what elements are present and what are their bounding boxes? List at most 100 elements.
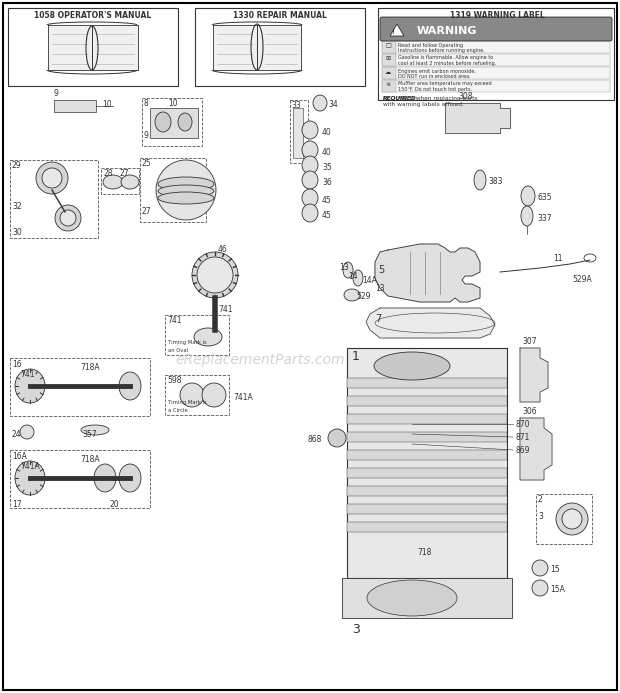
Text: 529: 529 bbox=[356, 292, 371, 301]
Text: 2: 2 bbox=[538, 495, 542, 504]
Text: 3: 3 bbox=[538, 512, 543, 521]
Ellipse shape bbox=[302, 156, 318, 174]
Text: 20: 20 bbox=[110, 500, 120, 509]
Text: 5: 5 bbox=[378, 265, 384, 275]
Bar bbox=[347, 432, 507, 442]
Ellipse shape bbox=[313, 95, 327, 111]
Text: 11: 11 bbox=[553, 254, 562, 263]
Bar bbox=[142, 98, 202, 146]
Text: 15A: 15A bbox=[550, 585, 565, 594]
Ellipse shape bbox=[60, 210, 76, 226]
Text: !: ! bbox=[392, 29, 394, 35]
Text: eReplacementParts.com: eReplacementParts.com bbox=[175, 353, 345, 367]
Text: 741A: 741A bbox=[20, 462, 40, 471]
Text: 741: 741 bbox=[218, 305, 232, 314]
Text: REQUIRED: REQUIRED bbox=[383, 96, 417, 101]
Text: 635: 635 bbox=[537, 193, 552, 202]
Bar bbox=[293, 108, 303, 158]
Text: Read and follow Operating
Instructions before running engine.: Read and follow Operating Instructions b… bbox=[398, 42, 485, 53]
Text: 32: 32 bbox=[12, 202, 22, 211]
Text: 307: 307 bbox=[522, 337, 537, 346]
Ellipse shape bbox=[158, 177, 214, 191]
Ellipse shape bbox=[15, 369, 45, 403]
Text: 741: 741 bbox=[20, 370, 35, 379]
Text: ≋: ≋ bbox=[385, 82, 390, 87]
Ellipse shape bbox=[155, 112, 171, 132]
Text: 27: 27 bbox=[142, 207, 152, 216]
Text: 45: 45 bbox=[322, 196, 332, 205]
Polygon shape bbox=[366, 308, 495, 338]
Text: REQUIRED when replacing parts
with warning labels affixed.: REQUIRED when replacing parts with warni… bbox=[383, 96, 477, 107]
Polygon shape bbox=[375, 244, 480, 302]
Ellipse shape bbox=[55, 205, 81, 231]
Bar bbox=[536, 494, 592, 544]
Text: Timing Mark is: Timing Mark is bbox=[168, 400, 206, 405]
Text: 1330 REPAIR MANUAL: 1330 REPAIR MANUAL bbox=[233, 11, 327, 20]
Text: 308: 308 bbox=[458, 92, 472, 101]
FancyBboxPatch shape bbox=[380, 17, 612, 41]
Bar bbox=[347, 504, 507, 514]
Ellipse shape bbox=[367, 580, 457, 616]
Text: ☁: ☁ bbox=[385, 69, 391, 75]
Ellipse shape bbox=[119, 464, 141, 492]
Text: an Oval: an Oval bbox=[168, 348, 188, 353]
Text: 24: 24 bbox=[12, 430, 22, 439]
Ellipse shape bbox=[302, 121, 318, 139]
Text: 14: 14 bbox=[348, 272, 358, 281]
Ellipse shape bbox=[302, 141, 318, 159]
Ellipse shape bbox=[344, 289, 360, 301]
Text: 33: 33 bbox=[291, 101, 301, 110]
Text: 25: 25 bbox=[142, 159, 152, 168]
Text: 306: 306 bbox=[522, 407, 537, 416]
Bar bbox=[101, 168, 139, 194]
Text: 15: 15 bbox=[550, 565, 560, 574]
Text: 8: 8 bbox=[144, 99, 149, 108]
Bar bbox=[378, 8, 614, 100]
Text: 357: 357 bbox=[82, 430, 97, 439]
Ellipse shape bbox=[94, 464, 116, 492]
Bar bbox=[347, 414, 507, 424]
Ellipse shape bbox=[521, 186, 535, 206]
Bar bbox=[347, 522, 507, 532]
Bar bbox=[382, 80, 610, 92]
Text: Engines emit carbon monoxide.
DO NOT run in enclosed area.: Engines emit carbon monoxide. DO NOT run… bbox=[398, 69, 476, 79]
Text: 337: 337 bbox=[537, 214, 552, 223]
Polygon shape bbox=[92, 25, 138, 70]
Text: 27: 27 bbox=[119, 169, 128, 178]
Ellipse shape bbox=[192, 252, 238, 298]
Polygon shape bbox=[48, 25, 92, 70]
Bar bbox=[382, 54, 396, 66]
Ellipse shape bbox=[119, 372, 141, 400]
Ellipse shape bbox=[156, 160, 216, 220]
Text: a Circle: a Circle bbox=[168, 408, 188, 413]
Text: 45: 45 bbox=[322, 211, 332, 220]
Polygon shape bbox=[213, 25, 257, 70]
Bar bbox=[10, 160, 98, 238]
Bar bbox=[347, 348, 507, 578]
Text: 869: 869 bbox=[515, 446, 529, 455]
Bar bbox=[347, 450, 507, 460]
Text: Muffler area temperature may exceed
150°F. Do not touch hot parts.: Muffler area temperature may exceed 150°… bbox=[398, 82, 492, 92]
Bar bbox=[347, 396, 507, 406]
Text: 16: 16 bbox=[12, 360, 22, 369]
Ellipse shape bbox=[328, 429, 346, 447]
Text: WARNING: WARNING bbox=[417, 26, 477, 36]
Ellipse shape bbox=[15, 461, 45, 495]
Ellipse shape bbox=[521, 206, 533, 226]
Text: 10: 10 bbox=[168, 99, 177, 108]
Ellipse shape bbox=[81, 425, 109, 435]
Bar bbox=[347, 378, 507, 388]
Text: 718A: 718A bbox=[80, 363, 100, 372]
Text: 36: 36 bbox=[322, 178, 332, 187]
Text: 40: 40 bbox=[322, 128, 332, 137]
Ellipse shape bbox=[194, 328, 222, 346]
Text: 29: 29 bbox=[12, 161, 22, 170]
Bar bbox=[10, 358, 150, 416]
Text: 35: 35 bbox=[322, 163, 332, 172]
Bar bbox=[382, 67, 396, 79]
Text: 46: 46 bbox=[218, 245, 228, 254]
Polygon shape bbox=[390, 24, 404, 36]
Text: 9: 9 bbox=[144, 131, 149, 140]
Bar bbox=[382, 41, 396, 53]
Ellipse shape bbox=[197, 257, 233, 293]
